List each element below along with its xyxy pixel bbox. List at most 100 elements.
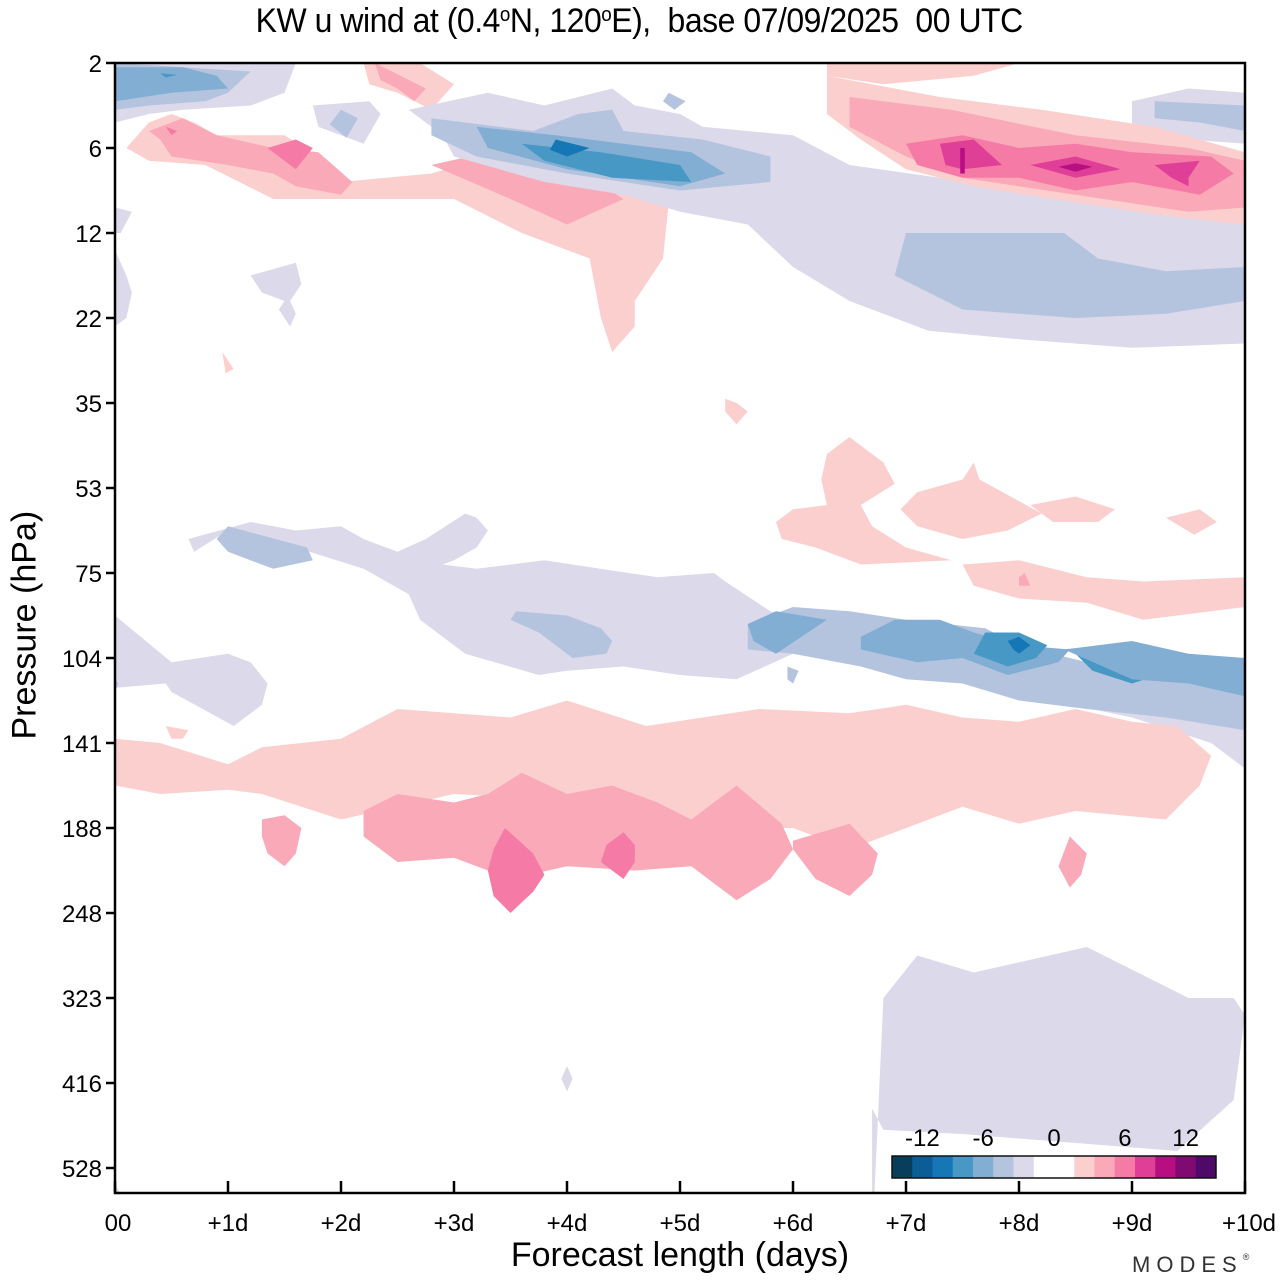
contour-region bbox=[826, 63, 1019, 85]
colorbar-swatch bbox=[973, 1156, 994, 1178]
x-tick-label: +2d bbox=[321, 1210, 362, 1237]
contour-region bbox=[148, 118, 353, 195]
contour-region bbox=[561, 1066, 573, 1092]
modes-logo: MODES® bbox=[1132, 1252, 1250, 1277]
contour-region bbox=[188, 513, 1245, 769]
y-tick-label: 12 bbox=[75, 221, 102, 248]
y-axis: 2 6 12 22 35 53 75 104 141 188 248 323 416 528 bbox=[62, 51, 115, 1183]
y-tick-label: 141 bbox=[62, 731, 102, 758]
colorbar-swatch bbox=[1074, 1156, 1095, 1178]
contour-region bbox=[1154, 160, 1200, 187]
y-tick-label: 2 bbox=[89, 51, 102, 78]
contour-region bbox=[1030, 496, 1115, 522]
contour-region bbox=[872, 947, 1245, 1193]
contour-region bbox=[663, 92, 686, 110]
x-tick-label: +4d bbox=[547, 1210, 588, 1237]
contour-region bbox=[216, 526, 313, 569]
contour-region bbox=[793, 823, 878, 896]
colorbar-frame bbox=[891, 1155, 1217, 1179]
y-tick-label: 75 bbox=[75, 561, 102, 588]
colorbar-swatch bbox=[932, 1156, 954, 1178]
contour-region bbox=[115, 700, 1212, 854]
colorbar-swatch bbox=[1033, 1156, 1075, 1178]
colorbar-swatch bbox=[1114, 1156, 1136, 1178]
chart-title: KW u wind at (0.4oN, 120oE), base 07/09/… bbox=[255, 2, 1024, 40]
colorbar-swatch bbox=[1135, 1156, 1156, 1178]
contour-region bbox=[960, 148, 965, 174]
contour-region bbox=[160, 73, 178, 78]
colorbar-swatch bbox=[892, 1156, 913, 1178]
contour-region bbox=[115, 250, 132, 327]
y-tick-label: 104 bbox=[62, 646, 102, 673]
contour-region bbox=[267, 139, 313, 170]
contour-region bbox=[510, 611, 613, 658]
colorbar-swatch bbox=[912, 1156, 933, 1178]
colorbar-swatch bbox=[952, 1156, 974, 1178]
contour-region bbox=[115, 1185, 121, 1193]
y-tick-label: 248 bbox=[62, 901, 102, 928]
contour-region bbox=[374, 63, 426, 102]
contour-region bbox=[550, 139, 590, 157]
contour-region bbox=[115, 207, 132, 233]
contour-region bbox=[1154, 101, 1245, 131]
contour-region bbox=[1058, 163, 1093, 172]
y-tick-label: 6 bbox=[89, 136, 102, 163]
contour-region bbox=[1007, 636, 1031, 654]
contour-region bbox=[261, 815, 302, 867]
x-tick-label: +10d bbox=[1222, 1210, 1276, 1237]
contour-region bbox=[973, 632, 1048, 667]
contour-region bbox=[487, 828, 545, 913]
y-tick-label: 528 bbox=[62, 1156, 102, 1183]
contour-region bbox=[1165, 509, 1217, 535]
colorbar-tick-label: 0 bbox=[1047, 1125, 1060, 1152]
colorbar-swatch bbox=[1175, 1156, 1197, 1178]
contour-region bbox=[1064, 641, 1245, 697]
contour-region bbox=[787, 666, 799, 684]
x-axis: 00 +1d +2d +3d +4d +5d +6d +7d +8d +9d +10d bbox=[105, 1181, 1276, 1237]
colorbar-swatch bbox=[1155, 1156, 1176, 1178]
contour-region bbox=[600, 832, 635, 879]
y-tick-label: 188 bbox=[62, 816, 102, 843]
contour-region bbox=[747, 611, 827, 654]
colorbar-swatch bbox=[1195, 1156, 1217, 1178]
y-tick-label: 323 bbox=[62, 986, 102, 1013]
x-tick-label: 00 bbox=[105, 1210, 132, 1237]
colorbar: -12 -6 0 6 12 bbox=[891, 1125, 1217, 1179]
x-tick-label: +6d bbox=[773, 1210, 814, 1237]
contour-region bbox=[894, 233, 1245, 318]
contour-region bbox=[165, 726, 189, 739]
x-tick-label: +3d bbox=[434, 1210, 475, 1237]
x-tick-label: +9d bbox=[1112, 1210, 1153, 1237]
contour-region bbox=[165, 126, 178, 136]
contour-region bbox=[776, 437, 952, 565]
x-tick-label: +5d bbox=[660, 1210, 701, 1237]
contour-region bbox=[250, 262, 302, 327]
contour-region bbox=[115, 615, 268, 726]
x-axis-label: Forecast length (days) bbox=[510, 1236, 850, 1274]
contour-region bbox=[222, 352, 234, 374]
colorbar-tick-label: 12 bbox=[1172, 1125, 1199, 1152]
contour-region bbox=[329, 109, 358, 138]
colorbar-swatch bbox=[1094, 1156, 1116, 1178]
y-tick-label: 416 bbox=[62, 1071, 102, 1098]
contour-region bbox=[939, 139, 1002, 170]
y-tick-label: 35 bbox=[75, 391, 102, 418]
contour-region bbox=[1058, 836, 1087, 888]
colorbar-tick-label: 6 bbox=[1118, 1125, 1131, 1152]
contour-regions bbox=[115, 63, 1245, 1193]
colorbar-tick-label: -6 bbox=[972, 1125, 993, 1152]
contour-region bbox=[115, 67, 228, 102]
x-tick-label: +1d bbox=[208, 1210, 249, 1237]
colorbar-swatch bbox=[1013, 1156, 1035, 1178]
contour-region bbox=[725, 398, 748, 425]
y-axis-label: Pressure (hPa) bbox=[5, 510, 44, 740]
contour-region bbox=[962, 560, 1245, 620]
y-tick-label: 53 bbox=[75, 476, 102, 503]
x-tick-label: +8d bbox=[999, 1210, 1040, 1237]
y-tick-label: 22 bbox=[75, 306, 102, 333]
contour-region bbox=[1019, 573, 1031, 586]
x-tick-label: +7d bbox=[886, 1210, 927, 1237]
contour-region bbox=[900, 462, 1042, 539]
contour-region bbox=[363, 772, 793, 901]
